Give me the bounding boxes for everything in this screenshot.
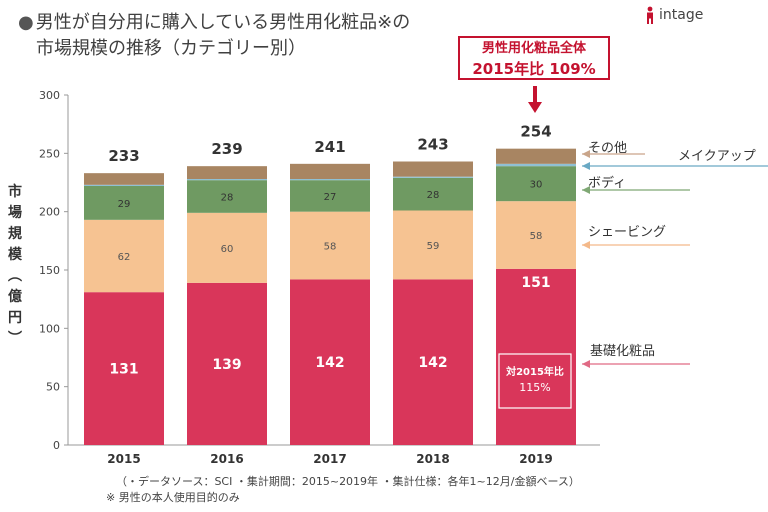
legend-label: 基礎化粧品 (590, 344, 655, 359)
y-axis-label-char: ︶ (8, 331, 22, 347)
y-axis-label: 市場規模 ︵ 億円 ︶ (6, 182, 24, 350)
legend-pointer-arrowhead (582, 186, 590, 194)
data-label: 62 (118, 252, 131, 263)
y-tick-label: 100 (39, 322, 60, 335)
intage-logo-text: intage (659, 7, 704, 23)
callout-line-1: 男性用化粧品全体 (481, 41, 586, 56)
bar-segment (290, 279, 370, 445)
bar-segment (496, 268, 576, 445)
data-label: 59 (427, 241, 440, 252)
total-label: 243 (417, 136, 448, 154)
footnote-source: （・データソース：SCI ・集計期間：2015~2019年 ・集計仕様：各年1~… (116, 475, 580, 488)
y-tick-label: 300 (39, 89, 60, 102)
data-label: 28 (221, 193, 234, 204)
callout-arrow-head (528, 102, 542, 113)
bar-segment (393, 279, 473, 445)
bar-segment (187, 282, 267, 445)
bar-segment (187, 166, 267, 179)
footnote-note: ※ 男性の本人使用目的のみ (106, 491, 240, 504)
total-label: 241 (314, 138, 345, 156)
data-label: 131 (109, 362, 138, 378)
annotation-box (498, 353, 572, 409)
bar-segment (393, 210, 473, 280)
bar-segment (84, 173, 164, 185)
bar-segment (84, 292, 164, 445)
y-tick-label: 0 (53, 439, 60, 452)
bar-segment (496, 201, 576, 269)
bar-segment (496, 163, 576, 167)
legend-pointer-arrowhead (582, 360, 590, 368)
data-label: 58 (324, 242, 337, 253)
y-tick-label: 250 (39, 147, 60, 160)
data-label: 28 (427, 190, 440, 201)
bar-segment (290, 179, 370, 181)
data-label: 60 (221, 244, 234, 255)
legend-pointer-arrowhead (582, 150, 590, 158)
data-label: 139 (212, 357, 241, 373)
total-label: 254 (520, 123, 551, 141)
intage-logo: intage (645, 6, 703, 24)
bar-segment (393, 161, 473, 177)
y-tick-label: 150 (39, 264, 60, 277)
legend-pointer-arrowhead (582, 162, 590, 170)
bar-segment (187, 212, 267, 283)
bar-segment (496, 148, 576, 164)
bar-segment (393, 176, 473, 178)
title-line-2: 市場規模の推移（カテゴリー別） (36, 38, 306, 59)
intage-logo-icon (647, 6, 653, 24)
data-label: 151 (521, 275, 550, 291)
y-tick-label: 50 (46, 381, 60, 394)
x-tick-label: 2016 (210, 452, 243, 466)
callout-line-2: 2015年比 109% (472, 60, 596, 78)
data-label: 142 (315, 355, 344, 371)
y-axis-label-char: 円 (8, 310, 22, 326)
total-label: 239 (211, 140, 242, 158)
annotation-line-2: 115% (519, 381, 550, 394)
data-label: 30 (530, 180, 543, 191)
x-tick-label: 2019 (519, 452, 552, 466)
bar-segment (84, 219, 164, 293)
data-label: 29 (118, 199, 131, 210)
y-axis-label-char: 規 (8, 226, 22, 242)
chart-title: ● 男性が自分用に購入している男性用化粧品※の 市場規模の推移（カテゴリー別） (18, 10, 410, 62)
y-axis-label-char: ︵ (8, 268, 22, 284)
bar-segment (290, 211, 370, 280)
bar-segment (496, 166, 576, 202)
y-axis-label-char: 場 (8, 205, 22, 221)
legend-label: シェービング (588, 225, 666, 240)
x-tick-label: 2018 (416, 452, 449, 466)
total-growth-callout: 男性用化粧品全体 2015年比 109% (458, 36, 610, 80)
legend-label: その他 (588, 141, 627, 156)
legend-pointer-arrowhead (582, 241, 590, 249)
annotation-line-1: 対2015年比 (505, 365, 564, 378)
y-axis-label-char: 億 (8, 289, 22, 305)
bar-segment (290, 163, 370, 179)
y-axis-label-char: 市 (8, 184, 22, 200)
bar-segment (393, 177, 473, 211)
data-label: 58 (530, 231, 543, 242)
total-label: 233 (108, 147, 139, 165)
bar-segment (290, 180, 370, 212)
data-label: 142 (418, 355, 447, 371)
bar-segment (187, 180, 267, 213)
x-tick-label: 2017 (313, 452, 346, 466)
bar-segment (84, 184, 164, 186)
y-tick-label: 200 (39, 206, 60, 219)
title-line-1: 男性が自分用に購入している男性用化粧品※の (35, 12, 411, 33)
y-axis-label-char: 模 (8, 247, 22, 263)
bar-segment (187, 179, 267, 181)
data-label: 27 (324, 192, 337, 203)
title-bullet: ● (18, 12, 34, 33)
bar-segment (84, 186, 164, 220)
x-tick-label: 2015 (107, 452, 140, 466)
legend-label: メイクアップ (678, 149, 756, 164)
legend-label: ボディ (588, 175, 626, 191)
